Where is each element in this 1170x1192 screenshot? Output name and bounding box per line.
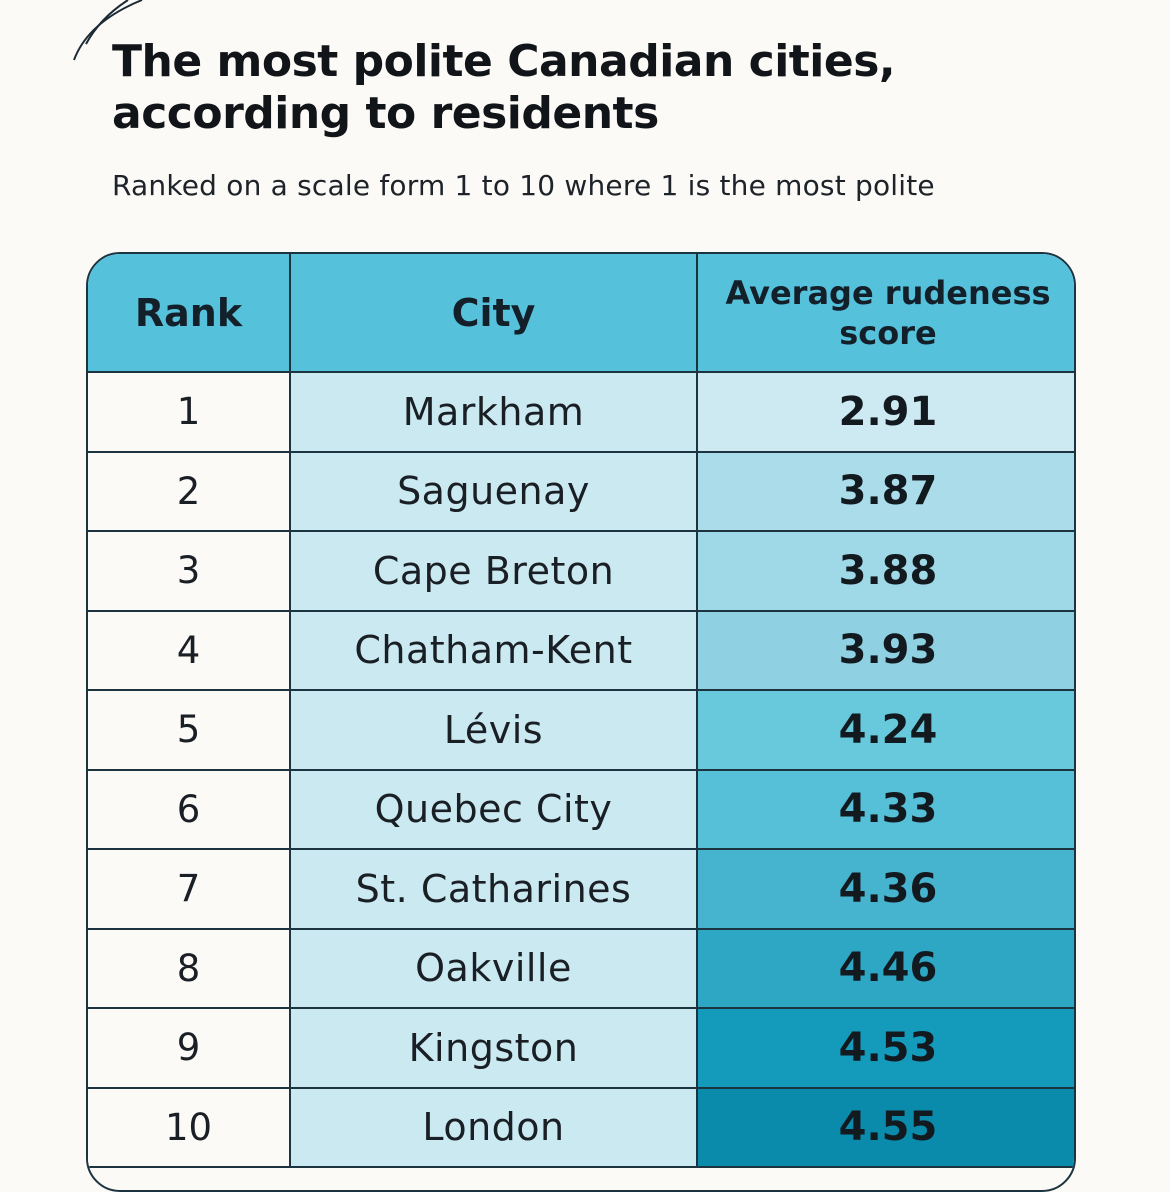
score-cell: 4.33 (697, 769, 1074, 850)
table-row: 6 Quebec City 4.33 (88, 769, 1074, 850)
table-row: 3 Cape Breton 3.88 (88, 531, 1074, 612)
column-header-rank: Rank (88, 254, 291, 373)
table-header-row: Rank City Average rudeness score (88, 254, 1074, 373)
table-row: 8 Oakville 4.46 (88, 928, 1074, 1009)
city-cell: Lévis (290, 690, 698, 771)
score-cell: 4.36 (697, 849, 1074, 930)
chart-subtitle: Ranked on a scale form 1 to 10 where 1 i… (112, 169, 935, 202)
rank-cell: 9 (88, 1008, 291, 1089)
column-header-city: City (290, 254, 698, 373)
score-cell: 2.91 (697, 372, 1074, 453)
score-cell: 3.87 (697, 451, 1074, 532)
score-cell: 4.55 (697, 1087, 1074, 1168)
table-row: 10 London 4.55 (88, 1087, 1074, 1168)
chart-title: The most polite Canadian cities, accordi… (112, 36, 896, 139)
column-header-score: Average rudeness score (697, 254, 1074, 373)
score-cell: 4.53 (697, 1008, 1074, 1089)
rank-cell: 10 (88, 1087, 291, 1168)
city-cell: Saguenay (290, 451, 698, 532)
score-cell: 3.88 (697, 531, 1074, 612)
city-cell: Markham (290, 372, 698, 453)
table-row: 5 Lévis 4.24 (88, 690, 1074, 771)
rank-cell: 8 (88, 928, 291, 1009)
rank-cell: 5 (88, 690, 291, 771)
city-cell: Cape Breton (290, 531, 698, 612)
table-row: 4 Chatham-Kent 3.93 (88, 610, 1074, 691)
rank-cell: 4 (88, 610, 291, 691)
city-cell: London (290, 1087, 698, 1168)
table-row: 7 St. Catharines 4.36 (88, 849, 1074, 930)
score-cell: 4.46 (697, 928, 1074, 1009)
table-body: 1 Markham 2.91 2 Saguenay 3.87 3 Cape Breton 3.8… (88, 372, 1074, 1168)
rank-cell: 1 (88, 372, 291, 453)
rank-cell: 2 (88, 451, 291, 532)
city-cell: St. Catharines (290, 849, 698, 930)
rank-cell: 6 (88, 769, 291, 850)
rank-cell: 7 (88, 849, 291, 930)
table-row: 2 Saguenay 3.87 (88, 451, 1074, 532)
decorative-swoosh-lines (73, 0, 143, 61)
rank-cell: 3 (88, 531, 291, 612)
score-cell: 3.93 (697, 610, 1074, 691)
ranking-table: Rank City Average rudeness score 1 Markha… (86, 252, 1076, 1192)
city-cell: Quebec City (290, 769, 698, 850)
city-cell: Kingston (290, 1008, 698, 1089)
city-cell: Chatham-Kent (290, 610, 698, 691)
table-row: 1 Markham 2.91 (88, 372, 1074, 453)
table-row: 9 Kingston 4.53 (88, 1008, 1074, 1089)
score-cell: 4.24 (697, 690, 1074, 771)
city-cell: Oakville (290, 928, 698, 1009)
